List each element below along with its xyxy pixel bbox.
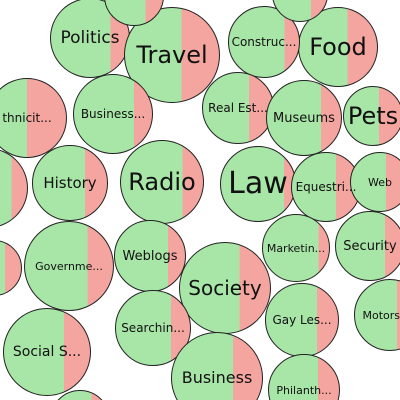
bubble-pets[interactable]: Pets: [343, 86, 400, 146]
bubble-label: Real Est...: [208, 101, 268, 115]
bubble-label: Business...: [80, 107, 146, 121]
bubble-label: Equestri...: [295, 180, 357, 194]
bubble-label: Social S...: [12, 344, 82, 360]
bubble-label: Searchin...: [121, 321, 185, 335]
bubble-governme[interactable]: Governme...: [24, 221, 114, 311]
bubble-real-est[interactable]: Real Est...: [202, 72, 274, 144]
bubble-label: Business: [181, 368, 253, 387]
bubble-label: Pets: [347, 102, 399, 130]
bubble-label: Marketin...: [266, 241, 326, 255]
bubble-label: Web: [368, 175, 392, 189]
bubble-label: Gay Les...: [272, 313, 332, 327]
bubble-business[interactable]: Business...: [73, 74, 153, 154]
bubble-label: thnicit...: [2, 111, 52, 125]
bubble-web[interactable]: Web: [350, 152, 400, 212]
bubble-s[interactable]: s: [0, 148, 28, 228]
bubble-label: h: [0, 257, 1, 279]
bubble-law[interactable]: Law: [220, 146, 296, 222]
bubble-social-s[interactable]: Social S...: [3, 308, 91, 396]
bubble-marketin[interactable]: Marketin...: [262, 214, 330, 282]
bubble-label: Travel: [136, 41, 208, 69]
bubble-h[interactable]: h: [0, 240, 22, 296]
bubble-label: Weblogs: [122, 248, 178, 264]
bubble-philanth[interactable]: Philanth...: [268, 354, 340, 400]
bubble-label: Museums: [273, 110, 335, 126]
bubble-motorsp[interactable]: Motorsp...: [354, 279, 400, 351]
bubble-label: Food: [309, 33, 367, 61]
bubble-label: History: [43, 173, 97, 192]
bubble-label: Politics: [60, 27, 120, 48]
bubble-security[interactable]: Security: [335, 211, 400, 281]
bubble-radio[interactable]: Radio: [120, 140, 204, 224]
bubble-label: Society: [188, 276, 262, 300]
bubble-label: Security: [343, 238, 397, 254]
bubble-label: Governme...: [35, 259, 103, 273]
bubble-label: Radio: [128, 168, 196, 196]
bubble-museums[interactable]: Museums: [266, 80, 342, 156]
bubble-label: Motorsp...: [362, 308, 400, 322]
bubble-weblogs[interactable]: Weblogs: [114, 220, 186, 292]
bubble-label: Philanth...: [276, 383, 332, 397]
bubble-society[interactable]: Society: [179, 242, 271, 334]
bubble-label: Law: [228, 166, 288, 201]
bubble-gay-les[interactable]: Gay Les...: [265, 283, 339, 357]
bubble-label: Construc...: [231, 35, 297, 49]
bubble-history[interactable]: History: [32, 145, 108, 221]
